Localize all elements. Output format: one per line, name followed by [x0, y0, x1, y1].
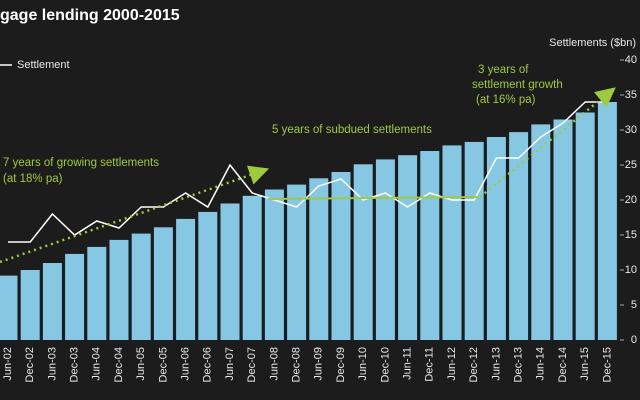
annotation: 5 years of subdued settlements	[272, 124, 432, 136]
y-tick-label: 10	[625, 264, 637, 276]
bar	[87, 246, 107, 340]
bar	[287, 184, 307, 340]
x-tick-label: Jun-08	[268, 347, 280, 381]
annotation: 7 years of growing settlements	[3, 157, 159, 169]
x-tick-label: Dec-14	[557, 347, 569, 382]
bar	[65, 253, 85, 340]
trend-arrow	[479, 87, 616, 198]
bar	[42, 263, 62, 340]
x-tick-label: Jun-03	[46, 347, 58, 381]
chart-title: gage lending 2000-2015	[0, 7, 180, 24]
bar	[375, 159, 395, 340]
bar	[109, 239, 129, 340]
bar	[176, 218, 196, 340]
trend-arrows	[0, 87, 616, 264]
x-tick-label: Dec-03	[69, 347, 81, 382]
bar	[131, 233, 151, 340]
x-tick-label: Jun-13	[490, 347, 502, 381]
plot: 0 5 10 15 20 25 30 35 40 Settlement Jun-02 Dec-02 Ju…	[0, 54, 637, 382]
bar	[153, 227, 173, 340]
bar	[420, 151, 440, 340]
annotation: (at 18% pa)	[3, 173, 63, 185]
bar	[531, 124, 551, 341]
y-tick-label: 20	[625, 194, 637, 206]
bar	[242, 195, 262, 340]
x-tick-label: Jun-11	[402, 347, 414, 380]
y-tick-label: 5	[631, 299, 637, 311]
x-tick-label: Dec-15	[601, 347, 613, 382]
x-tick-label: Jun-14	[535, 347, 547, 381]
bar	[331, 172, 351, 340]
annotation: (at 16% pa)	[476, 94, 536, 106]
bar	[464, 141, 484, 340]
bar	[597, 102, 617, 340]
annotation: 3 years of	[478, 64, 529, 76]
x-tick-label: Dec-02	[24, 347, 36, 382]
y-tick-label: 15	[625, 229, 637, 241]
x-tick-label: Jun-09	[313, 347, 325, 381]
x-tick-label: Dec-12	[468, 347, 480, 382]
x-tick-label: Dec-04	[113, 347, 125, 382]
trend-arrow	[267, 196, 479, 200]
y-tick-label: 30	[625, 124, 637, 136]
x-tick-label: Dec-06	[202, 347, 214, 382]
bar	[486, 137, 506, 340]
bar	[353, 164, 373, 340]
y-tick-label: 35	[625, 89, 637, 101]
x-tick-label: Dec-07	[246, 347, 258, 382]
x-tick-label: Jun-10	[357, 347, 369, 381]
x-tick-label: Dec-13	[513, 347, 525, 382]
bar	[220, 203, 240, 340]
x-tick-label: Jun-15	[579, 347, 591, 381]
bar	[442, 145, 462, 340]
x-tick-label: Dec-10	[379, 347, 391, 382]
bar	[309, 178, 329, 340]
bar	[264, 189, 284, 340]
x-tick-label: Jun-02	[2, 347, 14, 381]
x-tick-label: Jun-04	[91, 347, 103, 381]
x-tick-label: Dec-05	[157, 347, 169, 382]
x-tick-label: Dec-08	[291, 347, 303, 382]
x-tick-label: Dec-11	[424, 347, 436, 382]
bar	[553, 119, 573, 340]
bar	[198, 211, 218, 340]
bar	[509, 132, 529, 340]
y-axis-label: Settlements ($bn)	[549, 37, 636, 49]
x-tick-label: Dec-09	[335, 347, 347, 382]
y-tick-label: 0	[631, 334, 637, 346]
x-tick-label: Jun-07	[224, 347, 236, 381]
bar	[398, 155, 418, 340]
x-tick-label: Jun-05	[135, 347, 147, 381]
annotation: settlement growth	[472, 79, 563, 91]
x-tick-label: Jun-12	[446, 347, 458, 381]
x-tick-label: Jun-06	[180, 347, 192, 381]
y-tick-label: 25	[625, 159, 637, 171]
bar	[20, 270, 40, 340]
bar	[575, 112, 595, 340]
legend-label: Settlement	[17, 59, 70, 71]
y-tick-label: 40	[625, 54, 637, 66]
bar	[0, 275, 18, 340]
trend-arrow	[0, 165, 270, 264]
